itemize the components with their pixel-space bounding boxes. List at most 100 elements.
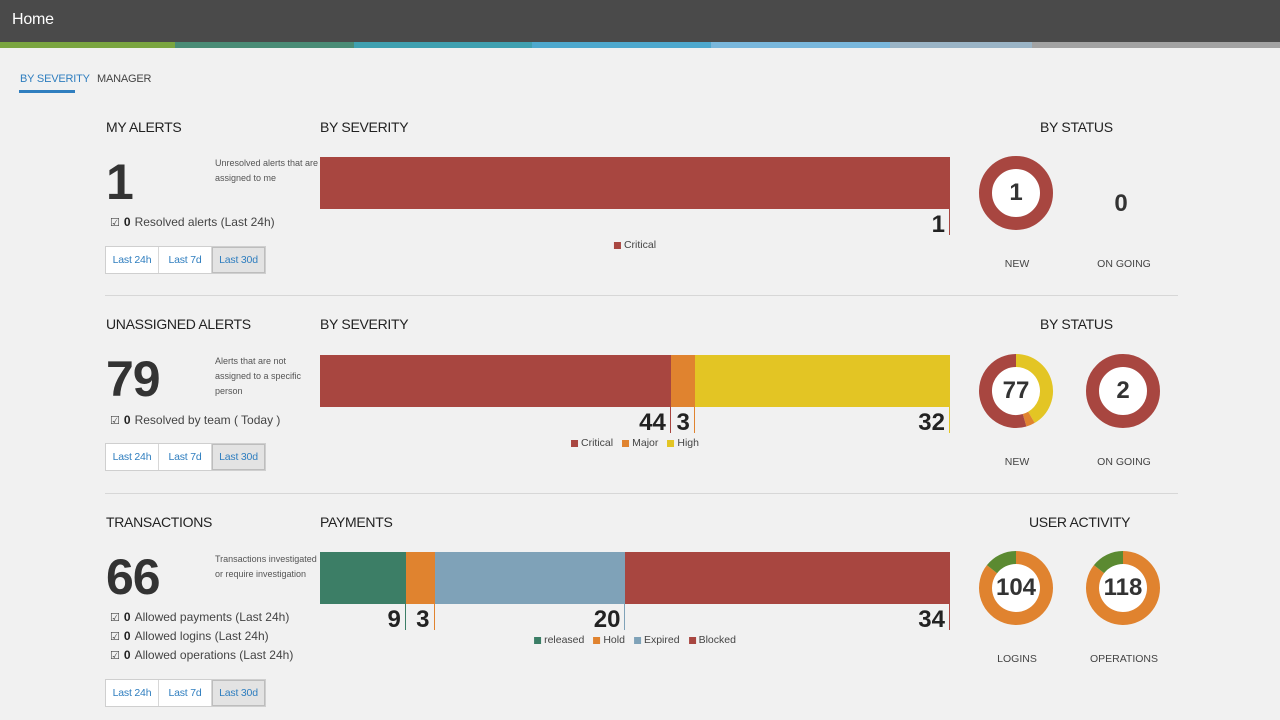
allowed-payments-label: Allowed payments (Last 24h) (134, 610, 290, 624)
legend-swatch (633, 636, 641, 644)
legend-label: Blocked (698, 634, 736, 646)
allowed-payments-count: 0 (123, 610, 131, 624)
unassigned-ongoing-label: ON GOING (1097, 456, 1151, 468)
bar-segment-critical[interactable] (320, 157, 950, 209)
bar-segment-expired[interactable] (434, 552, 626, 604)
legend-swatch (593, 636, 601, 644)
legend-item-blocked: Blocked (688, 634, 736, 646)
bar-tick-line (624, 604, 626, 630)
bar-segment-high[interactable] (694, 355, 950, 407)
legend-swatch (534, 636, 542, 644)
legend-item-expired: Expired (633, 634, 680, 646)
allowed-operations-line: ☑ 0 Allowed operations (Last 24h) (110, 648, 293, 662)
active-tab-indicator (19, 90, 75, 93)
unassigned-alerts-count: 79 (106, 351, 161, 407)
my-alerts-description: Unresolved alerts that are assigned to m… (215, 158, 319, 183)
legend-label: Critical (581, 437, 614, 449)
unassigned-new-donut: 77 (978, 353, 1054, 449)
operations-count: 118 (1103, 574, 1143, 601)
legend-label: Hold (603, 634, 625, 646)
legend-item-critical: Critical (613, 239, 657, 251)
user-activity-title: USER ACTIVITY (1029, 514, 1131, 530)
donut-segment[interactable] (979, 354, 1027, 428)
logins-count: 104 (995, 574, 1037, 601)
donut-segment[interactable] (979, 156, 1053, 230)
my-alerts-legend: Critical (613, 239, 657, 251)
unassigned-ongoing-count: 2 (1116, 377, 1130, 404)
unassigned-legend: Critical Major High (571, 437, 699, 449)
legend-label: High (677, 437, 699, 449)
my-alerts-new-donut: 1 (978, 155, 1054, 251)
my-alerts-title: MY ALERTS (106, 119, 182, 135)
legend-item-hold: Hold (593, 634, 625, 646)
logins-donut: 104 (978, 550, 1054, 646)
unassigned-severity-title: BY SEVERITY (320, 316, 409, 332)
donut-center (992, 564, 1040, 612)
payments-bar (320, 552, 950, 604)
checkbox-icon: ☑ (110, 650, 120, 662)
filter-last-30d-button[interactable]: Last 30d (212, 247, 265, 273)
transactions-count: 66 (106, 549, 161, 605)
allowed-payments-line: ☑ 0 Allowed payments (Last 24h) (110, 610, 289, 624)
legend-item-high: High (667, 437, 699, 449)
donut-segment[interactable] (1015, 354, 1053, 423)
checkbox-icon: ☑ (110, 415, 120, 427)
bar-segment-released[interactable] (320, 552, 406, 604)
allowed-logins-line: ☑ 0 Allowed logins (Last 24h) (110, 629, 269, 643)
my-alerts-ongoing-count: 0 (1114, 190, 1128, 217)
filter-last-30d-button[interactable]: Last 30d (212, 680, 265, 706)
resolved-alerts-line: ☑ 0 Resolved alerts (Last 24h) (110, 215, 275, 229)
page-title: Home (12, 11, 54, 28)
unassigned-ongoing-donut: 2 (1085, 353, 1161, 449)
filter-last-7d-button[interactable]: Last 7d (159, 680, 212, 706)
donut-segment[interactable] (986, 551, 1017, 574)
legend-swatch (667, 439, 675, 447)
checkbox-icon: ☑ (110, 217, 120, 229)
donut-segment[interactable] (979, 551, 1053, 625)
operations-donut: 118 (1085, 550, 1161, 646)
allowed-logins-count: 0 (123, 629, 131, 643)
bar-segment-blocked[interactable] (625, 552, 950, 604)
filter-last-24h-button[interactable]: Last 24h (106, 444, 159, 470)
donut-segment[interactable] (1093, 551, 1124, 574)
filter-last-7d-button[interactable]: Last 7d (159, 247, 212, 273)
donut-center (992, 367, 1040, 415)
filter-last-24h-button[interactable]: Last 24h (106, 247, 159, 273)
bar-tick-line (433, 604, 435, 630)
bar-tick-line (669, 407, 671, 433)
filter-last-24h-button[interactable]: Last 24h (106, 680, 159, 706)
tab-by-severity[interactable]: BY SEVERITY (20, 73, 90, 85)
tab-manager[interactable]: MANAGER (97, 73, 152, 85)
checkbox-icon: ☑ (110, 612, 120, 624)
filter-last-30d-button[interactable]: Last 30d (212, 444, 265, 470)
filter-last-7d-button[interactable]: Last 7d (159, 444, 212, 470)
stripe-segment (0, 42, 175, 48)
resolved-alerts-label: Resolved alerts (Last 24h) (134, 215, 275, 229)
logins-label: LOGINS (997, 653, 1037, 665)
donut-segment[interactable] (1022, 411, 1035, 427)
resolved-by-team-label: Resolved by team ( Today ) (134, 413, 281, 427)
bar-value-label: 3 (416, 606, 430, 633)
stripe-segment (354, 42, 532, 48)
legend-swatch (571, 439, 579, 447)
operations-label: OPERATIONS (1089, 653, 1159, 665)
bar-segment-major[interactable] (670, 355, 695, 407)
bar-segment-critical[interactable] (320, 355, 671, 407)
allowed-operations-label: Allowed operations (Last 24h) (134, 648, 294, 662)
bar-value-label: 20 (593, 606, 621, 633)
bar-tick-line (949, 209, 950, 235)
unassigned-alerts-description: Alerts that are not assigned to a specif… (215, 356, 302, 396)
resolved-by-team-count: 0 (123, 413, 131, 427)
my-alerts-new-count: 1 (1009, 179, 1023, 206)
section-divider (105, 295, 1178, 296)
my-alerts-new-label: NEW (1004, 258, 1030, 270)
bar-value-label: 34 (918, 606, 945, 633)
donut-center (1099, 367, 1147, 415)
stripe-segment (711, 42, 890, 48)
stripe-segment (532, 42, 711, 48)
donut-segment[interactable] (1086, 551, 1160, 625)
bar-value-label: 1 (931, 211, 945, 238)
donut-segment[interactable] (1086, 354, 1160, 428)
legend-label: Critical (623, 239, 657, 251)
bar-segment-hold[interactable] (405, 552, 435, 604)
